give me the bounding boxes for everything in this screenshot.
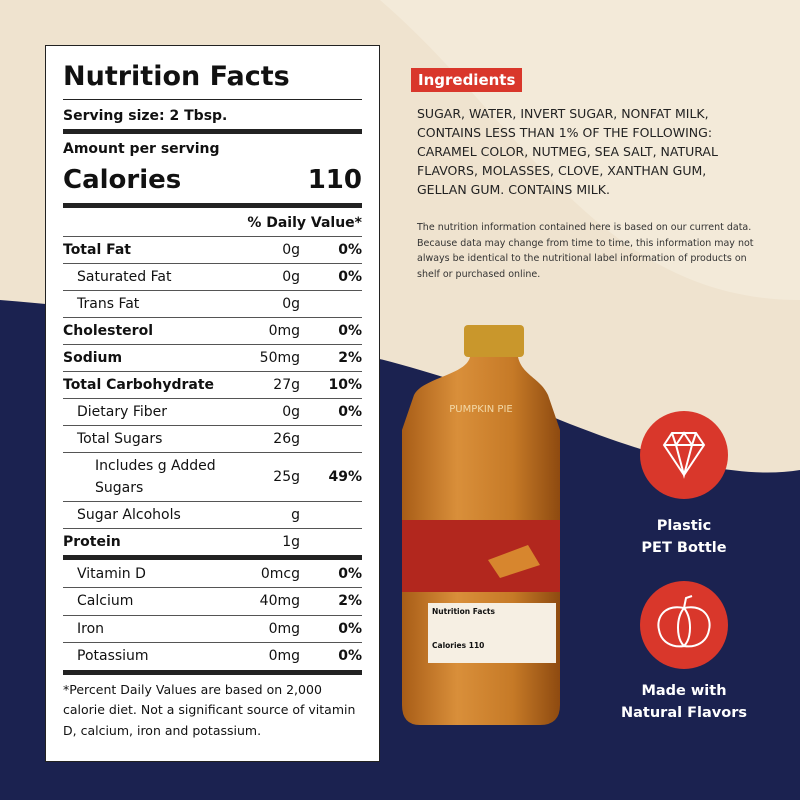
nutrient-row: Total Fat 0g 0% xyxy=(63,236,362,263)
nutrient-label: Includes g Added Sugars xyxy=(95,458,216,496)
nutrient-label: Total Sugars xyxy=(77,431,163,447)
amount-per-serving: Amount per serving xyxy=(63,141,220,157)
nutrient-rows: Total Fat 0g 0% Saturated Fat 0g 0% Trans Fat 0… xyxy=(63,236,362,555)
vitamin-row: Iron 0mg 0% xyxy=(63,614,362,643)
nutrient-row: Sugar Alcohols g xyxy=(63,501,362,528)
feature-line: Natural Flavors xyxy=(621,705,747,721)
nutrient-label: Dietary Fiber xyxy=(77,404,168,420)
ingredients-text: SUGAR, WATER, INVERT SUGAR, NONFAT MILK,… xyxy=(417,106,718,197)
nutrient-amount: 0mg xyxy=(268,323,300,339)
nutrient-row: Total Sugars 26g xyxy=(63,425,362,452)
nutrient-row: Protein 1g xyxy=(63,528,362,555)
nutrient-dv: 2% xyxy=(338,350,362,366)
vitamin-amount: 0mg xyxy=(268,648,300,665)
vitamin-rows: Vitamin D 0mcg 0% Calcium 40mg 2% Iron 0mg 0% Pot… xyxy=(63,555,362,670)
ingredients-note: The nutrition information contained here… xyxy=(417,222,754,280)
nutrition-title: Nutrition Facts xyxy=(63,46,362,100)
nutrient-label: Sodium xyxy=(63,350,123,366)
nutrient-label: Protein xyxy=(63,534,121,550)
vitamin-amount: 0mg xyxy=(268,620,300,637)
vitamin-dv: 0% xyxy=(338,565,362,582)
nutrient-dv: 0% xyxy=(338,269,362,285)
nutrient-amount: 50mg xyxy=(259,350,300,366)
feature-line: PET Bottle xyxy=(641,540,727,556)
vitamin-label: Vitamin D xyxy=(77,565,146,582)
nutrient-amount: 0g xyxy=(282,404,300,420)
feature-label: Made with Natural Flavors xyxy=(604,680,764,724)
vitamin-row: Calcium 40mg 2% xyxy=(63,587,362,615)
nutrient-amount: 0g xyxy=(282,269,300,285)
ingredients-heading: Ingredients xyxy=(411,68,523,92)
calories-row: Calories 110 xyxy=(63,160,362,208)
vitamin-dv: 2% xyxy=(338,593,362,610)
serving-size: Serving size: 2 Tbsp. xyxy=(63,100,362,134)
vitamin-row: Potassium 0mg 0% xyxy=(63,642,362,670)
nutrient-amount: 0g xyxy=(282,242,300,258)
calories-value: 110 xyxy=(307,165,362,195)
feature-line: Made with xyxy=(641,683,727,699)
nutrient-row: Dietary Fiber 0g 0% xyxy=(63,398,362,425)
nutrient-label: Total Carbohydrate xyxy=(63,377,215,393)
calories-label: Calories xyxy=(63,165,182,195)
nutrient-amount: 0g xyxy=(282,296,300,312)
nutrient-amount: 26g xyxy=(273,431,300,447)
nutrient-dv: 0% xyxy=(338,404,362,420)
bottle-name: PUMPKIN PIE xyxy=(449,404,512,415)
vitamin-dv: 0% xyxy=(338,648,362,665)
footnote: *Percent Daily Values are based on 2,000… xyxy=(63,669,362,742)
feature-line: Plastic xyxy=(656,518,712,534)
nutrient-dv: 49% xyxy=(328,469,362,485)
nutrient-amount: 27g xyxy=(273,377,300,393)
nutrient-label: Total Fat xyxy=(63,242,132,258)
nutrient-dv: 0% xyxy=(338,323,362,339)
vitamin-amount: 0mcg xyxy=(260,565,300,582)
bottle-label-calories: Calories 110 xyxy=(432,641,484,650)
nutrient-label: Sugar Alcohols xyxy=(77,507,181,523)
nutrient-row: Total Carbohydrate 27g 10% xyxy=(63,371,362,398)
nutrition-label: Nutrition Facts Serving size: 2 Tbsp. Am… xyxy=(45,45,380,762)
nutrient-row: Sodium 50mg 2% xyxy=(63,344,362,371)
bottle-label-title: Nutrition Facts xyxy=(432,607,496,616)
nutrient-dv: 0% xyxy=(338,242,362,258)
vitamin-dv: 0% xyxy=(338,620,362,637)
nutrient-row: Saturated Fat 0g 0% xyxy=(63,263,362,290)
vitamin-label: Iron xyxy=(77,620,105,637)
nutrient-amount: 1g xyxy=(282,534,300,550)
vitamin-amount: 40mg xyxy=(259,593,300,610)
nutrient-row: Cholesterol 0mg 0% xyxy=(63,317,362,344)
nutrient-row: Trans Fat 0g xyxy=(63,290,362,317)
nutrient-amount: g xyxy=(291,507,300,523)
nutrient-label: Saturated Fat xyxy=(77,269,172,285)
nutrient-label: Cholesterol xyxy=(63,323,153,339)
nutrient-dv: 10% xyxy=(328,377,362,393)
nutrient-label: Trans Fat xyxy=(77,296,140,312)
vitamin-row: Vitamin D 0mcg 0% xyxy=(63,560,362,587)
feature-label: Plastic PET Bottle xyxy=(604,515,764,559)
vitamin-label: Potassium xyxy=(77,648,149,665)
daily-value-header: % Daily Value* xyxy=(247,215,362,231)
nutrient-amount: 25g xyxy=(273,469,300,485)
nutrient-row: Includes g Added Sugars 25g 49% xyxy=(63,452,362,501)
vitamin-label: Calcium xyxy=(77,593,134,610)
